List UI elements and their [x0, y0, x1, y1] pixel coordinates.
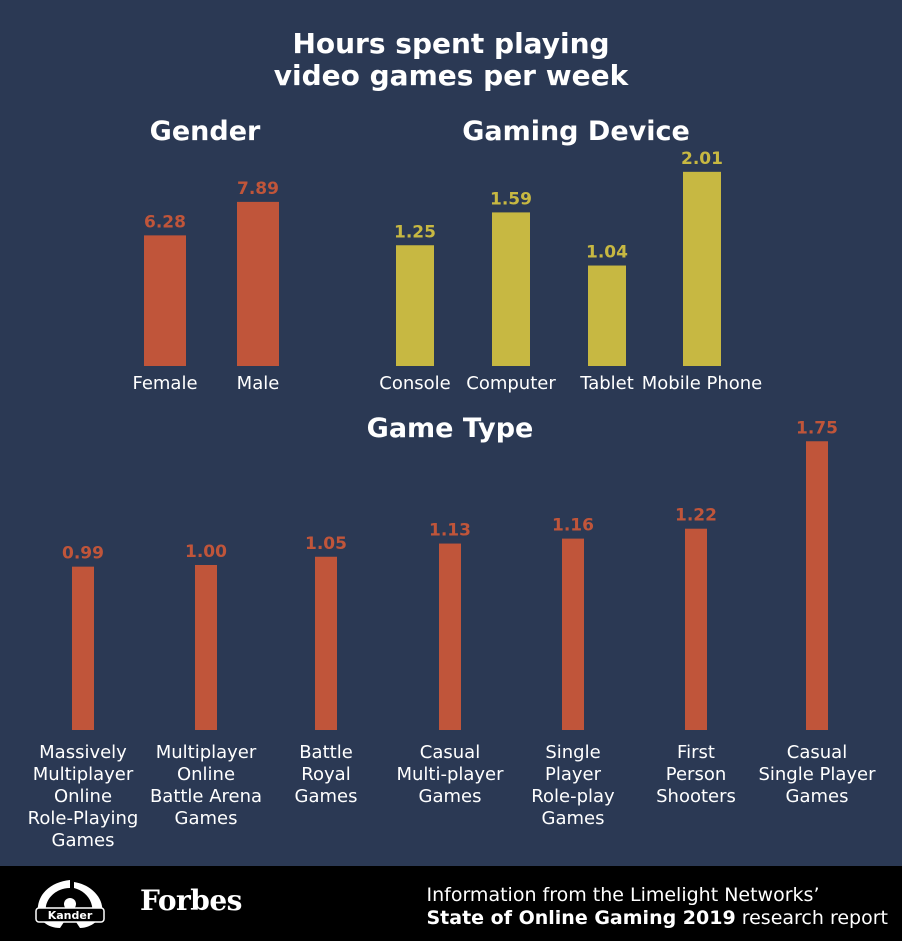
bar: [588, 265, 626, 366]
game-type-section-title: Game Type: [366, 413, 534, 444]
bar: [396, 245, 434, 366]
category-label: Computer: [466, 373, 556, 394]
data-label: 1.05: [305, 534, 347, 554]
bar: [806, 441, 828, 730]
data-label: 2.01: [681, 149, 723, 169]
kander-logo: Kander: [35, 880, 105, 928]
bar: [683, 171, 721, 366]
category-label: Massively Multiplayer Online Role-Playing Ga…: [28, 742, 139, 851]
data-label: 0.99: [62, 544, 104, 564]
source-report-name: State of Online Gaming 2019: [426, 907, 736, 929]
data-label: 1.75: [796, 418, 838, 438]
category-label-line: First: [677, 742, 715, 763]
category-label-line: Multiplayer: [33, 764, 134, 785]
data-label: 1.00: [185, 542, 227, 562]
category-label-line: Female: [132, 373, 197, 394]
data-label: 1.13: [429, 521, 471, 541]
category-label-line: Royal: [301, 764, 350, 785]
category-label-line: Shooters: [656, 786, 736, 807]
category-label: First Person Shooters: [656, 742, 736, 807]
source-report-suffix: research report: [735, 907, 888, 929]
bar: [144, 235, 186, 366]
category-label-line: Battle Arena: [150, 786, 262, 807]
category-label-line: Games: [295, 786, 358, 807]
category-label-line: Online: [177, 764, 235, 785]
category-label-line: Person: [666, 764, 727, 785]
category-label-line: Multi-player: [396, 764, 504, 785]
category-label: Casual Multi-player Games: [396, 742, 504, 807]
chart-title-line-2: video games per week: [273, 59, 629, 92]
data-label: 6.28: [144, 212, 186, 232]
source-line-2: State of Online Gaming 2019 research rep…: [427, 907, 889, 930]
charts-canvas: 6.28 Female 7.89 Male 1.25 Console 1.59 Compute…: [28, 149, 876, 851]
category-label-line: Console: [379, 373, 450, 394]
category-label: Console: [379, 373, 450, 394]
category-label-line: Mobile Phone: [642, 373, 763, 394]
category-label-line: Multiplayer: [156, 742, 257, 763]
category-label-line: Casual: [787, 742, 847, 763]
category-label: Single Player Role-play Games: [531, 742, 615, 829]
forbes-logo: Forbes: [140, 884, 242, 917]
data-label: 1.59: [490, 189, 532, 209]
category-label-line: Single: [545, 742, 600, 763]
data-label: 1.16: [552, 516, 594, 536]
category-label-line: Role-Playing: [28, 808, 139, 829]
category-label: Multiplayer Online Battle Arena Games: [150, 742, 262, 829]
data-label: 1.04: [586, 243, 628, 263]
category-label-line: Male: [237, 373, 280, 394]
gender-section-title: Gender: [149, 116, 261, 147]
bar: [685, 528, 707, 730]
category-label-line: Role-play: [531, 786, 615, 807]
source-text: Information from the Limelight Networks’…: [427, 884, 889, 930]
chart-title: Hours spent playing video games per week: [0, 28, 902, 92]
bar: [72, 566, 94, 730]
category-label-line: Games: [52, 830, 115, 851]
bar: [439, 543, 461, 730]
kander-logo-text: Kander: [48, 909, 93, 922]
category-label-line: Games: [175, 808, 238, 829]
data-label: 1.25: [394, 222, 436, 242]
category-label-line: Player: [545, 764, 602, 785]
category-label-line: Casual: [420, 742, 480, 763]
category-label-line: Massively: [39, 742, 127, 763]
category-label: Casual Single Player Games: [758, 742, 876, 807]
data-label: 1.22: [675, 506, 717, 526]
bar: [315, 556, 337, 730]
source-line-1: Information from the Limelight Networks’: [426, 884, 820, 906]
category-label-line: Tablet: [579, 373, 634, 394]
footer: Kander Forbes Information from the Limel…: [0, 866, 902, 941]
bar: [237, 201, 279, 366]
category-label: Tablet: [579, 373, 634, 394]
data-label: 7.89: [237, 179, 279, 199]
bar: [492, 212, 530, 366]
category-label: Female: [132, 373, 197, 394]
device-section-title: Gaming Device: [462, 116, 690, 147]
category-label-line: Games: [419, 786, 482, 807]
bar: [195, 565, 217, 730]
bar: [562, 538, 584, 730]
category-label-line: Battle: [299, 742, 353, 763]
category-label: Battle Royal Games: [295, 742, 358, 807]
category-label-line: Single Player: [758, 764, 876, 785]
category-label: Mobile Phone: [642, 373, 763, 394]
category-label-line: Computer: [466, 373, 556, 394]
category-label-line: Games: [542, 808, 605, 829]
category-label: Male: [237, 373, 280, 394]
chart-title-line-1: Hours spent playing: [292, 27, 610, 60]
category-label-line: Online: [54, 786, 112, 807]
category-label-line: Games: [786, 786, 849, 807]
